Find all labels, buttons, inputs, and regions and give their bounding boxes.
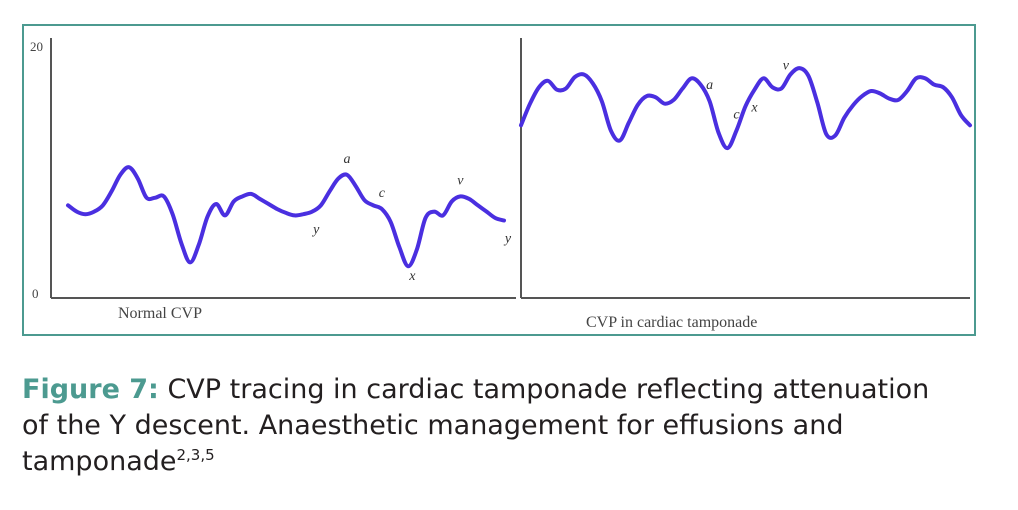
left-ytick-top: 20: [30, 39, 43, 54]
chart1-wave-label-v: v: [783, 59, 790, 74]
chart1-wave-label-x: x: [750, 101, 758, 116]
caption-line-2: of the Y descent. Anaesthetic management…: [22, 410, 844, 441]
figure-label: Figure 7:: [22, 374, 159, 405]
chart0-wave-label-x: x: [408, 269, 416, 284]
tamponade-cvp-trace: [519, 66, 972, 151]
caption-line-1: CVP tracing in cardiac tamponade reflect…: [167, 374, 930, 405]
left-chart-title: Normal CVP: [118, 305, 202, 322]
chart0-wave-label-y: y: [503, 232, 512, 247]
right-chart-title: CVP in cardiac tamponade: [586, 314, 757, 331]
figure-frame: [22, 24, 976, 336]
chart0-wave-label-y: y: [311, 223, 320, 238]
caption-references: 2,3,5: [176, 446, 215, 464]
chart0-wave-label-v: v: [457, 173, 464, 188]
normal-cvp-trace: [66, 165, 506, 269]
chart1-wave-label-c: c: [733, 107, 740, 122]
chart0-wave-label-c: c: [379, 186, 386, 201]
caption-line-3: tamponade: [22, 446, 177, 477]
chart0-wave-label-a: a: [344, 152, 351, 167]
chart1-wave-label-a: a: [706, 78, 713, 93]
figure-caption: Figure 7: CVP tracing in cardiac tampona…: [22, 372, 982, 480]
left-ytick-bottom: 0: [32, 286, 39, 301]
